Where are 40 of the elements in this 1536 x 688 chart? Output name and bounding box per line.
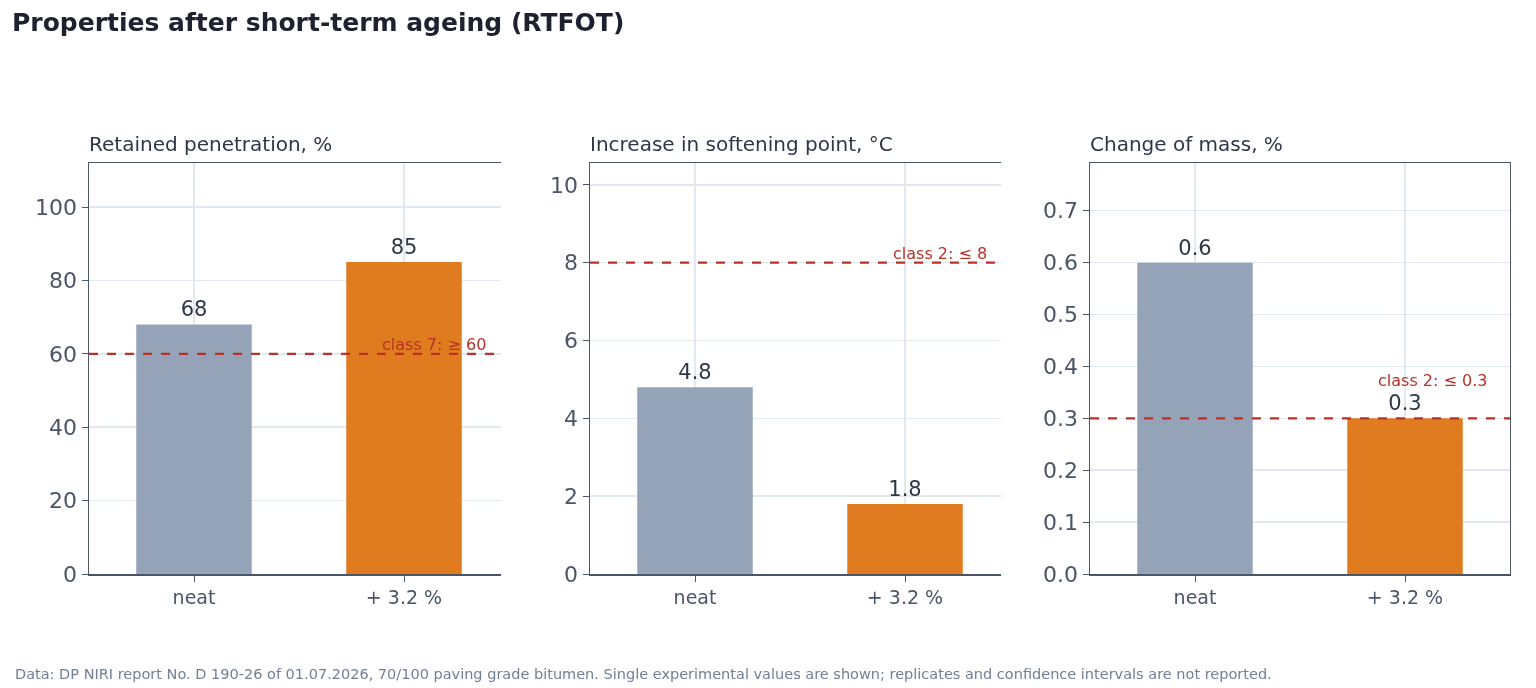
chart-title: Change of mass, %	[1090, 132, 1283, 156]
y-tick-label: 0.7	[1043, 198, 1079, 224]
x-tick-label: + 3.2 %	[365, 586, 443, 609]
x-tick-label: neat	[1173, 586, 1217, 609]
y-tick-label: 0.4	[1043, 354, 1079, 380]
data-label: 4.8	[677, 360, 712, 385]
y-tick-label: 0.5	[1043, 302, 1079, 328]
ref-line-label: class 7: ≥ 60	[382, 335, 487, 354]
data-label: 85	[390, 235, 418, 260]
y-tick-label: 0	[563, 561, 578, 587]
chart-title: Retained penetration, %	[89, 132, 333, 156]
y-tick-label: 40	[49, 414, 78, 440]
y-tick-label: 8	[563, 250, 578, 276]
ref-line-label: class 2: ≤ 8	[892, 244, 987, 263]
data-label: 1.8	[887, 476, 922, 501]
y-tick-label: 0.6	[1043, 250, 1079, 276]
ref-line-label: class 2: ≤ 0.3	[1378, 371, 1488, 390]
x-tick-label: neat	[172, 586, 216, 609]
y-tick-label: 0.1	[1043, 509, 1079, 535]
x-tick-label: neat	[673, 586, 716, 609]
text: Data: DP NIRI report No. D 190-26 of 01.07.2026, 70/100 paving grade bitumen. Single experimental values are shown; replicates and confidence intervals are not reported.	[15, 666, 1272, 682]
y-tick-label: 4	[563, 406, 578, 432]
data-label: 68	[180, 297, 208, 322]
data-label: 0.6	[1178, 235, 1212, 260]
x-tick-label: + 3.2 %	[866, 586, 943, 609]
chart-title: Increase in softening point, °C	[589, 132, 893, 156]
y-tick-label: 80	[49, 268, 78, 294]
y-tick-label: 10	[549, 172, 578, 198]
y-tick-label: 0.3	[1043, 406, 1079, 432]
text: Properties after short-term ageing (RTFOT)	[12, 8, 625, 37]
x-tick-label: + 3.2 %	[1366, 586, 1444, 609]
y-tick-label: 60	[49, 341, 78, 367]
y-tick-label: 0.0	[1043, 561, 1079, 587]
data-label: 0.3	[1388, 391, 1422, 416]
y-tick-label: 0	[63, 561, 78, 587]
y-tick-label: 2	[563, 483, 578, 509]
y-tick-label: 20	[49, 488, 78, 514]
y-tick-label: 100	[35, 194, 78, 220]
y-tick-label: 0.2	[1043, 457, 1079, 483]
y-tick-label: 6	[563, 328, 578, 354]
